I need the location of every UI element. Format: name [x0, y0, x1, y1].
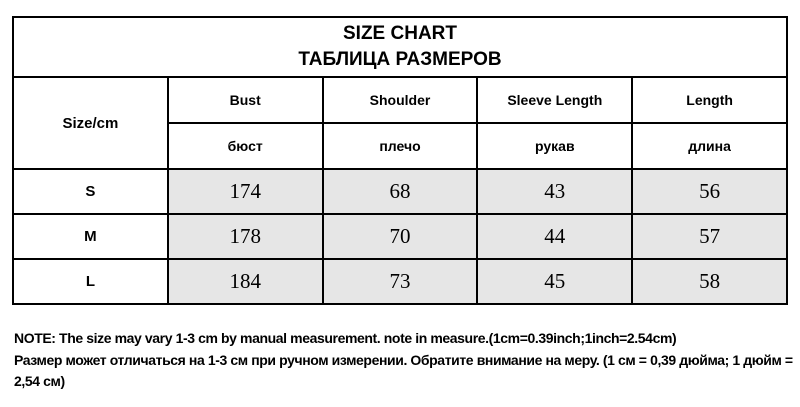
shoulder-value: 73 [321, 258, 479, 305]
size-label: L [12, 258, 169, 305]
column-header-bust-ru: бюст [166, 122, 324, 170]
title-ru: ТАБЛИЦА РАЗМЕРОВ [298, 49, 502, 70]
length-value: 58 [631, 258, 788, 305]
table-row: S 174 68 43 56 [12, 168, 788, 215]
shoulder-value: 68 [321, 168, 479, 215]
measurement-note: NOTE: The size may vary 1-3 cm by manual… [14, 328, 794, 393]
sleeve-value: 45 [476, 258, 634, 305]
column-header-shoulder-ru: плечо [321, 122, 479, 170]
column-header-sleeve-ru: рукав [476, 122, 634, 170]
chart-title: SIZE CHART ТАБЛИЦА РАЗМЕРОВ [12, 16, 788, 78]
bust-value: 174 [166, 168, 324, 215]
note-ru: Размер может отличаться на 1-3 см при ру… [14, 351, 793, 390]
column-header-bust: Bust [166, 76, 324, 124]
table-row: L 184 73 45 58 [12, 258, 788, 305]
table-row: M 178 70 44 57 [12, 213, 788, 260]
bust-value: 184 [166, 258, 324, 305]
column-header-shoulder: Shoulder [321, 76, 479, 124]
length-value: 56 [631, 168, 788, 215]
sleeve-value: 44 [476, 213, 634, 260]
length-value: 57 [631, 213, 788, 260]
column-header-length-ru: длина [631, 122, 788, 170]
bust-value: 178 [166, 213, 324, 260]
shoulder-value: 70 [321, 213, 479, 260]
title-en: SIZE CHART [343, 23, 457, 44]
column-header-length: Length [631, 76, 788, 124]
size-label: M [12, 213, 169, 260]
sleeve-value: 43 [476, 168, 634, 215]
size-chart-table: SIZE CHART ТАБЛИЦА РАЗМЕРОВ Size/cm Bust… [12, 16, 788, 305]
column-header-sleeve: Sleeve Length [476, 76, 634, 124]
size-header: Size/cm [12, 76, 169, 170]
note-en: NOTE: The size may vary 1-3 cm by manual… [14, 330, 677, 346]
size-label: S [12, 168, 169, 215]
